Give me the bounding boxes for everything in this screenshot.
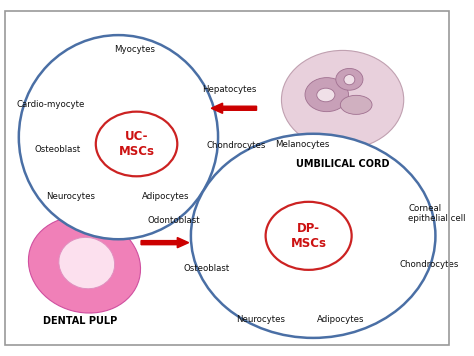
Ellipse shape	[282, 51, 404, 149]
Text: UMBILICAL CORD: UMBILICAL CORD	[296, 159, 389, 169]
Text: UC-
MSCs: UC- MSCs	[118, 130, 155, 158]
Text: Melanocytes: Melanocytes	[274, 140, 329, 149]
Ellipse shape	[96, 112, 177, 176]
Text: Chondrocytes: Chondrocytes	[207, 141, 266, 150]
Ellipse shape	[340, 95, 372, 114]
Text: Corneal
epithelial cell: Corneal epithelial cell	[408, 204, 466, 224]
Text: DP-
MSCs: DP- MSCs	[291, 222, 327, 250]
Text: Adipocytes: Adipocytes	[317, 315, 364, 324]
Text: Osteoblast: Osteoblast	[35, 145, 81, 153]
Ellipse shape	[265, 202, 352, 270]
FancyArrow shape	[211, 103, 256, 113]
FancyArrow shape	[141, 237, 189, 248]
Text: Adipocytes: Adipocytes	[142, 192, 190, 201]
Text: Neurocytes: Neurocytes	[46, 192, 95, 201]
Text: Cardio-myocyte: Cardio-myocyte	[17, 100, 85, 109]
Ellipse shape	[317, 88, 335, 102]
Text: DENTAL PULP: DENTAL PULP	[43, 316, 117, 326]
Ellipse shape	[305, 78, 348, 112]
Text: Odontoblast: Odontoblast	[147, 216, 200, 225]
Ellipse shape	[191, 134, 436, 338]
Text: Myocytes: Myocytes	[114, 45, 155, 54]
Ellipse shape	[59, 237, 115, 289]
Text: Osteoblast: Osteoblast	[183, 264, 230, 273]
Text: Hepatocytes: Hepatocytes	[202, 85, 256, 94]
Ellipse shape	[28, 216, 140, 313]
Text: Chondrocytes: Chondrocytes	[399, 260, 458, 269]
Ellipse shape	[19, 35, 218, 239]
Ellipse shape	[344, 74, 355, 85]
Text: Neurocytes: Neurocytes	[237, 315, 285, 324]
Ellipse shape	[336, 68, 363, 90]
